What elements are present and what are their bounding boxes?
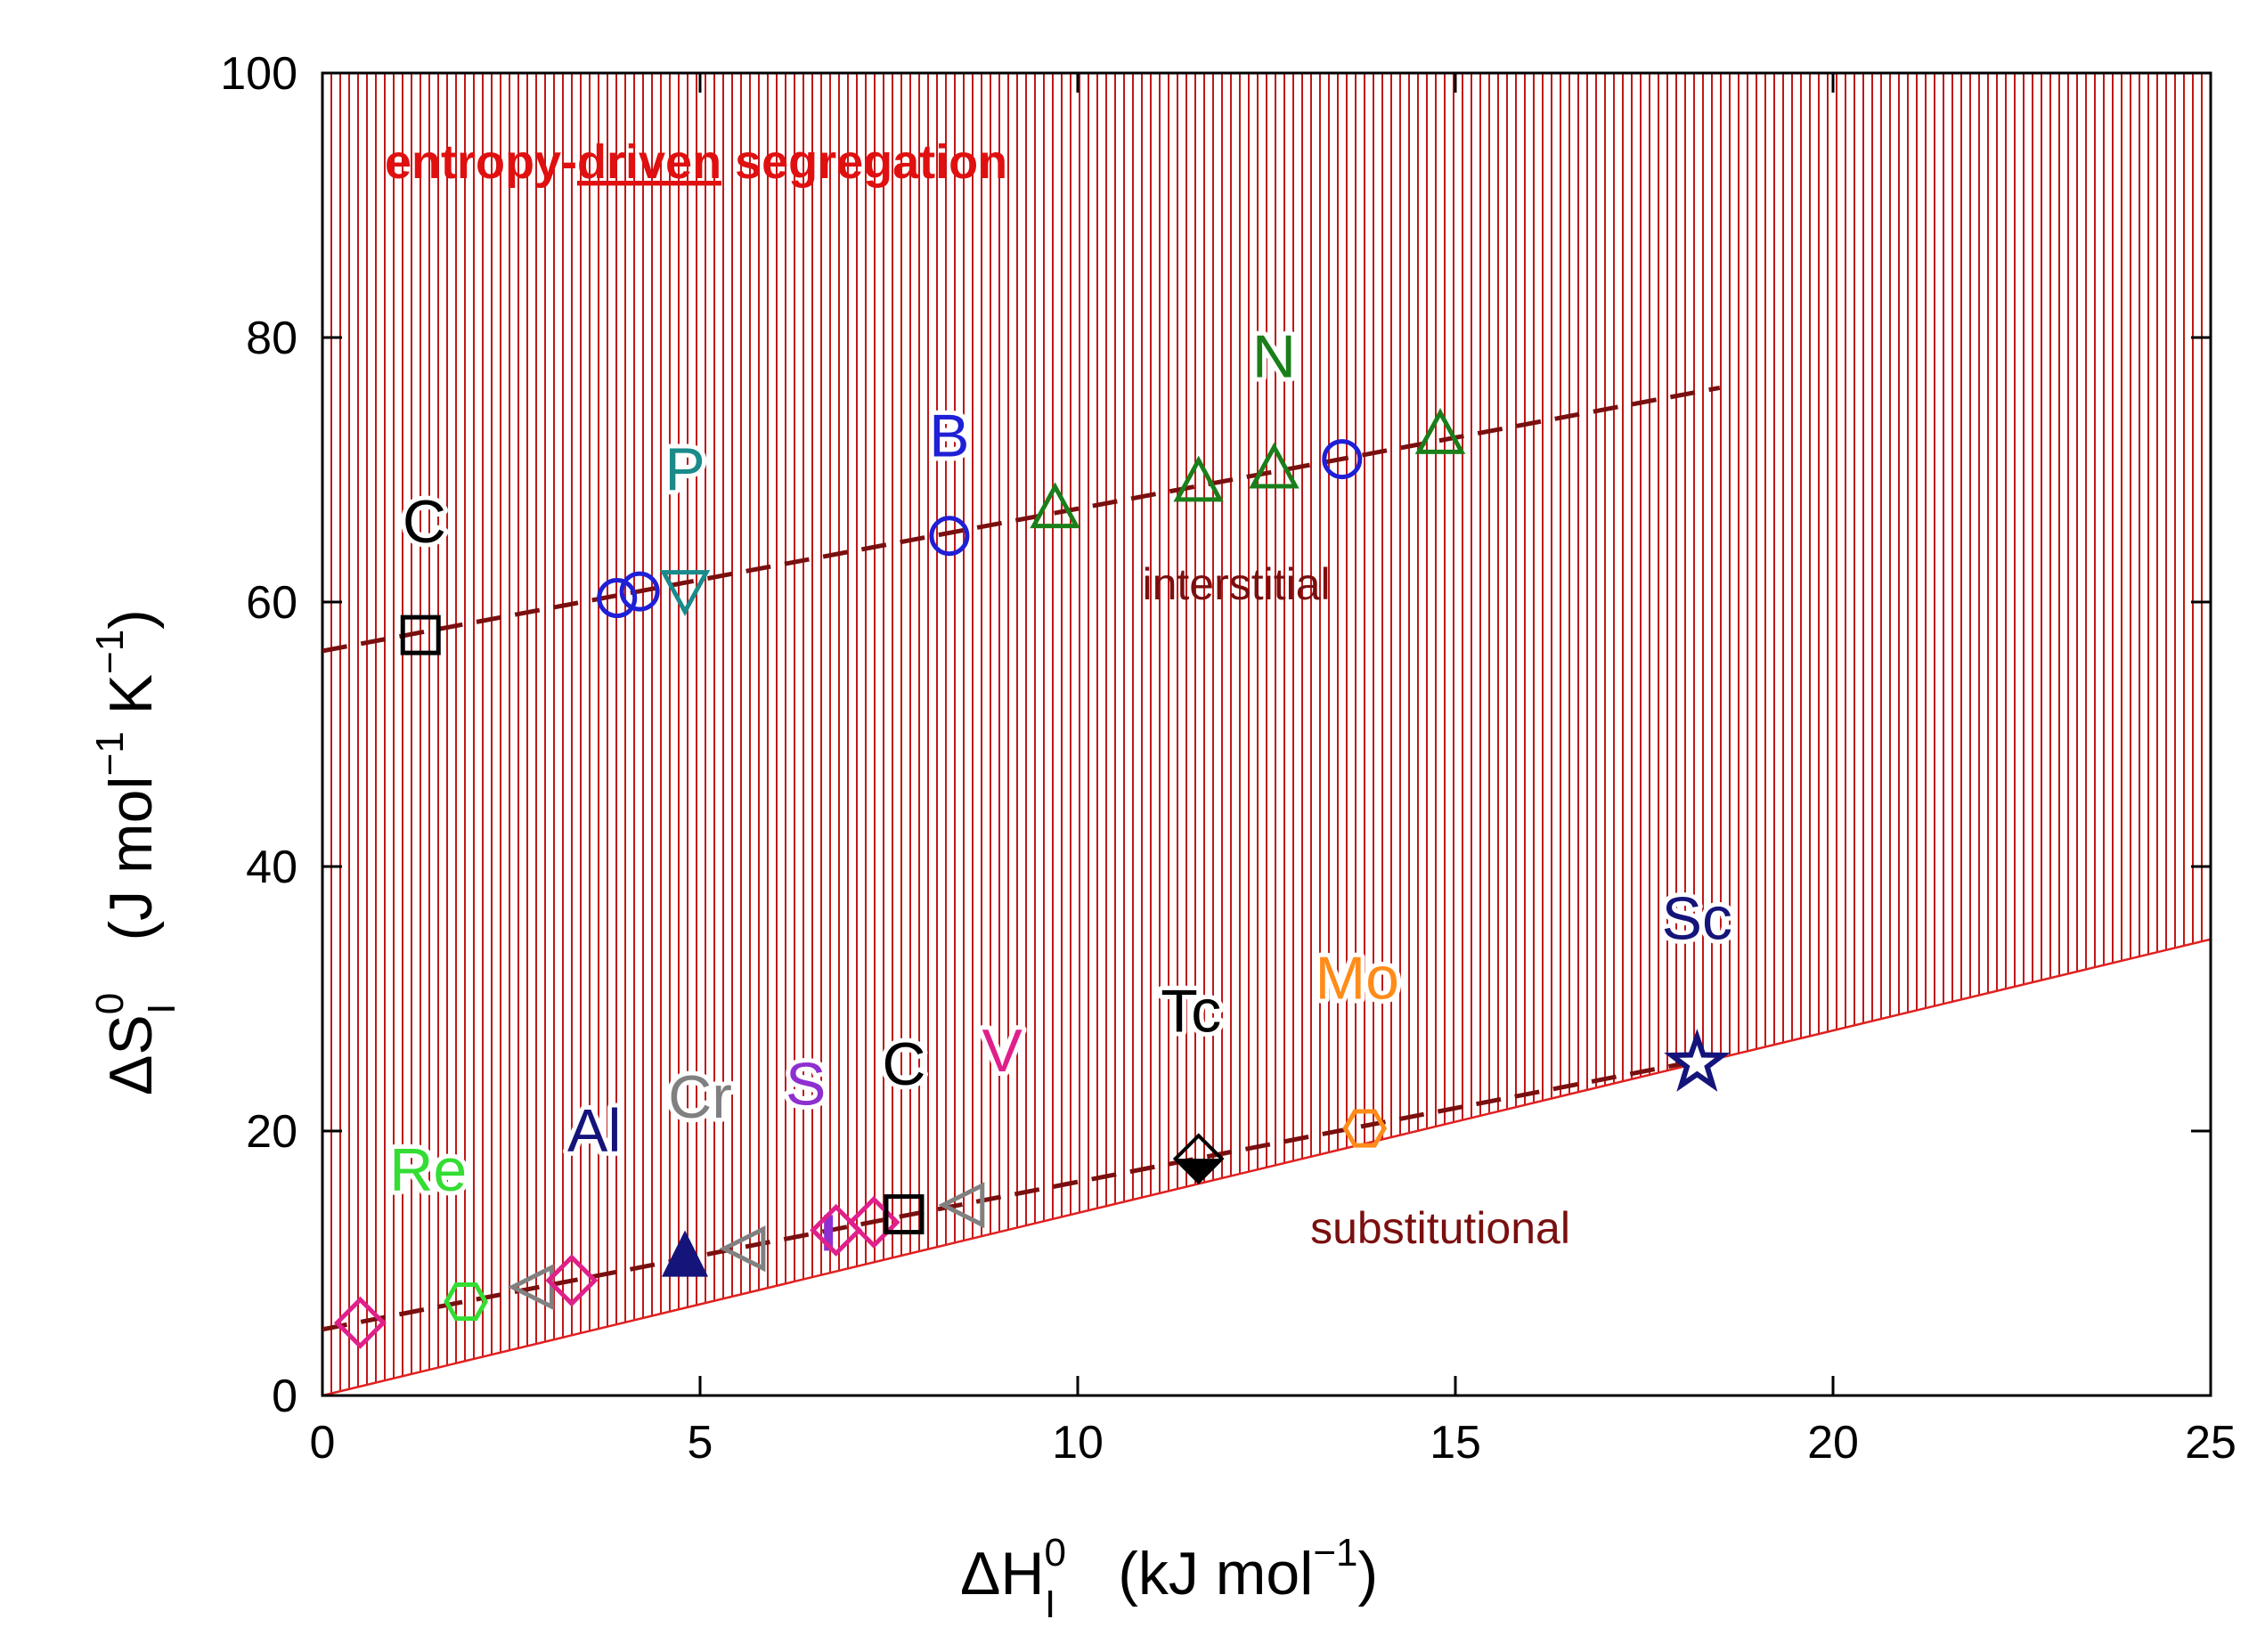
marker-b: [1322, 439, 1363, 480]
element-label-al: Al: [567, 1096, 621, 1164]
x-tick-label: 5: [688, 1417, 713, 1469]
marker-s: [824, 1215, 834, 1251]
marker-n: [1173, 455, 1224, 502]
x-axis-sup: 0: [1045, 1531, 1066, 1575]
marker-b: [929, 516, 970, 557]
y-tick-label: 0: [272, 1371, 297, 1422]
trend-lines: [322, 385, 1721, 1332]
y-axis-unit-exp1: −1: [88, 731, 132, 776]
x-tick-label: 0: [310, 1417, 336, 1469]
element-label-p: P: [664, 435, 705, 503]
y-tick-label: 40: [246, 842, 297, 893]
region-label-pre: entropy-: [385, 135, 577, 189]
region-label-post: segregation: [721, 135, 1007, 189]
element-label-cr: Cr: [668, 1063, 732, 1131]
x-tick-label: 20: [1807, 1417, 1859, 1469]
marker-mo: [1342, 1109, 1388, 1148]
marker-cr: [719, 1225, 766, 1273]
y-axis-unit-a: (J mol: [97, 776, 165, 940]
marker-v: [847, 1195, 900, 1249]
marker-v: [333, 1296, 387, 1349]
y-axis-unit-exp2: −1: [88, 630, 132, 674]
y-tick-label: 20: [246, 1106, 297, 1158]
marker-n: [1030, 482, 1080, 529]
element-label-tc: Tc: [1161, 978, 1221, 1046]
y-axis-label: ΔS0 I(J mol−1 K−1): [88, 609, 183, 1095]
x-axis-unit-post: ): [1358, 1540, 1379, 1607]
element-label-mo: Mo: [1316, 945, 1399, 1013]
y-axis-sup: 0: [88, 993, 132, 1014]
trend-line-interstitial: [322, 385, 1721, 654]
marker-c: [400, 614, 441, 655]
x-axis-symbol: ΔH: [960, 1540, 1045, 1607]
x-tick-label: 10: [1052, 1417, 1104, 1469]
entropy-driven-region: [322, 73, 2211, 1396]
element-label-b: B: [929, 403, 969, 470]
element-label-c: C: [403, 488, 446, 556]
plot-frame: [321, 71, 2212, 1397]
element-label-v: V: [982, 1017, 1023, 1085]
marker-sc: [1664, 1029, 1731, 1092]
marker-tc: [1172, 1133, 1225, 1185]
x-axis-sub: I: [1045, 1583, 1055, 1626]
element-label-sc: Sc: [1662, 885, 1732, 953]
y-axis-sub: I: [140, 1004, 183, 1014]
y-tick-label: 60: [246, 577, 297, 629]
x-axis-label: ΔH0 I (kJ mol−1): [960, 1531, 1378, 1626]
marker-n: [1249, 442, 1300, 489]
marker-n: [1414, 408, 1466, 454]
element-label-re: Re: [389, 1136, 467, 1204]
marker-cr: [938, 1182, 985, 1229]
marker-cr: [507, 1264, 554, 1311]
y-tick-label: 100: [220, 48, 297, 100]
marker-b: [597, 578, 638, 619]
element-label-s: S: [786, 1050, 826, 1118]
region-label-underlined: driven: [577, 135, 721, 189]
trend-line-substitutional: [322, 1058, 1698, 1332]
y-tick-label: 80: [246, 313, 297, 364]
trend-label-interstitial: interstitial: [1142, 559, 1330, 609]
marker-re: [444, 1282, 489, 1322]
x-axis-unit-exp: −1: [1313, 1531, 1357, 1575]
marker-al: [661, 1230, 709, 1277]
data-points: [333, 408, 1731, 1349]
x-tick-label: 25: [2185, 1417, 2236, 1469]
region-label: entropy-driven segregation: [385, 135, 1007, 189]
x-axis-unit-pre: (kJ mol: [1118, 1540, 1313, 1607]
marker-c: [884, 1194, 925, 1235]
marker-b: [619, 571, 660, 612]
marker-tc-fill: [1175, 1159, 1222, 1183]
trend-label-substitutional: substitutional: [1310, 1203, 1570, 1253]
y-axis-symbol: ΔS: [97, 1014, 165, 1095]
element-label-n: N: [1252, 323, 1296, 391]
y-axis-unit-b: K: [97, 674, 165, 731]
marker-p: [659, 570, 711, 616]
boundary-line: [322, 938, 2211, 1396]
marker-v: [545, 1254, 599, 1307]
y-axis-unit-c: ): [97, 609, 165, 630]
element-label-c: C: [882, 1030, 925, 1098]
axes: 0 5 10 15 20 25 0 20 40 60 80 100: [220, 48, 2236, 1469]
x-tick-label: 15: [1430, 1417, 1481, 1469]
